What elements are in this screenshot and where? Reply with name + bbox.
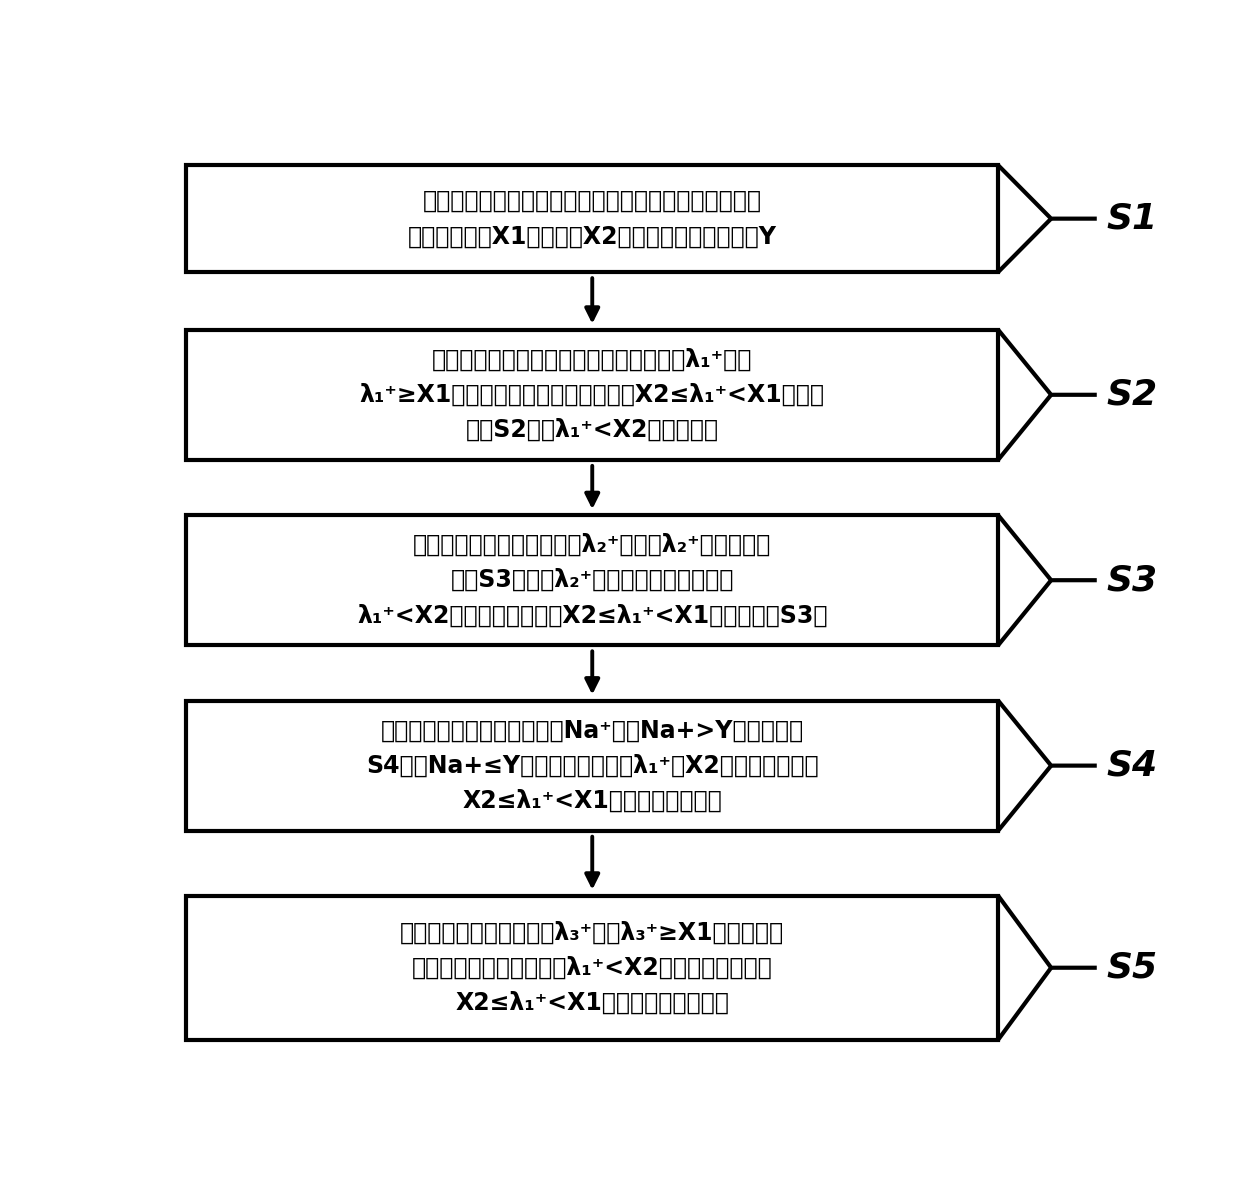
Text: 检测凝汽器处的阳电导率λ₃⁺，若λ₃⁺≥X1，通知人工: 检测凝汽器处的阳电导率λ₃⁺，若λ₃⁺≥X1，通知人工 — [401, 921, 785, 944]
Text: 检修；待检修完成后，若λ₁⁺<X2，则诊断结束，若: 检修；待检修完成后，若λ₁⁺<X2，则诊断结束，若 — [412, 956, 773, 980]
Text: λ₁⁺<X2，则诊断结束，若X2≤λ₁⁺<X1，转到步骤S3；: λ₁⁺<X2，则诊断结束，若X2≤λ₁⁺<X1，转到步骤S3； — [357, 603, 827, 627]
Text: 检测凝结水系统的钓离子浓度Na⁺，若Na+>Y，转到步骤: 检测凝结水系统的钓离子浓度Na⁺，若Na+>Y，转到步骤 — [381, 719, 804, 743]
Text: S3: S3 — [1106, 563, 1157, 597]
Text: S4；若Na+≤Y，人工处理后，若λ₁⁺＜X2，诊断结束，若: S4；若Na+≤Y，人工处理后，若λ₁⁺＜X2，诊断结束，若 — [366, 754, 818, 778]
Bar — [186, 330, 998, 460]
Text: X2≤λ₁⁺<X1，通知人工诊断；: X2≤λ₁⁺<X1，通知人工诊断； — [463, 789, 722, 813]
Text: S4: S4 — [1106, 749, 1157, 783]
Bar — [186, 896, 998, 1039]
Text: 实时监测凝结水泵出口母管处的阳电导率λ₁⁺，若: 实时监测凝结水泵出口母管处的阳电导率λ₁⁺，若 — [432, 348, 753, 372]
Text: 导率的控制值X1和期望值X2，以及钓离子浓度限值Y: 导率的控制值X1和期望值X2，以及钓离子浓度限值Y — [408, 224, 776, 248]
Text: 检测主蒸汽系统的阳电导率λ₂⁺，如果λ₂⁺正常，转到: 检测主蒸汽系统的阳电导率λ₂⁺，如果λ₂⁺正常，转到 — [413, 533, 771, 557]
Text: 步骤S2，若λ₁⁺<X2，诊断结束: 步骤S2，若λ₁⁺<X2，诊断结束 — [466, 418, 719, 442]
Text: S2: S2 — [1106, 378, 1157, 412]
Bar — [186, 515, 998, 645]
Text: λ₁⁺≥X1，通知操作人员进行处理，若X2≤λ₁⁺<X1，转到: λ₁⁺≥X1，通知操作人员进行处理，若X2≤λ₁⁺<X1，转到 — [360, 383, 825, 407]
Text: 步骤S3，如果λ₂⁺异常，人工处理后，若: 步骤S3，如果λ₂⁺异常，人工处理后，若 — [450, 568, 734, 592]
Text: S5: S5 — [1106, 951, 1157, 985]
Text: S1: S1 — [1106, 201, 1157, 236]
Bar — [186, 165, 998, 272]
Text: X2≤λ₁⁺<X1，记录故障详细内容: X2≤λ₁⁺<X1，记录故障详细内容 — [455, 991, 729, 1015]
Text: 根据核电厂机组的实际运行状况，设定凝结水系统阳电: 根据核电厂机组的实际运行状况，设定凝结水系统阳电 — [423, 189, 761, 213]
Bar — [186, 701, 998, 831]
